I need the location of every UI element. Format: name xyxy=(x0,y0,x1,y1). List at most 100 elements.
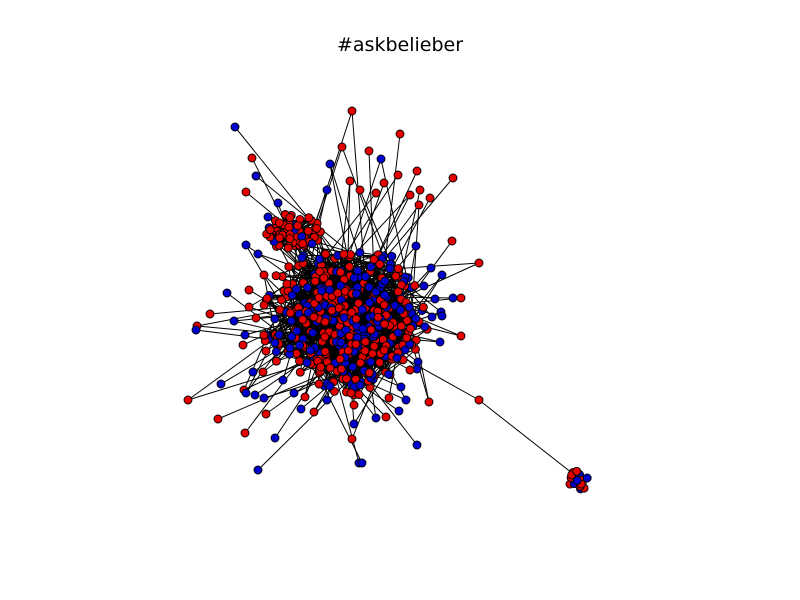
graph-node xyxy=(339,313,349,323)
graph-node xyxy=(412,440,422,450)
graph-node xyxy=(380,276,390,286)
graph-edge xyxy=(478,399,573,474)
graph-node xyxy=(424,397,434,407)
graph-node xyxy=(414,200,424,210)
graph-node xyxy=(397,280,406,290)
graph-edge xyxy=(243,318,276,391)
graph-node xyxy=(292,326,302,336)
graph-node xyxy=(368,349,377,359)
graph-node xyxy=(411,314,421,324)
graph-node xyxy=(314,379,324,389)
graph-node xyxy=(285,234,295,244)
graph-node xyxy=(376,154,386,164)
graph-node xyxy=(298,315,308,325)
graph-node xyxy=(474,258,484,268)
graph-node xyxy=(253,465,263,475)
graph-node xyxy=(364,146,374,156)
graph-node xyxy=(371,188,381,198)
graph-node xyxy=(325,285,335,295)
graph-node xyxy=(360,272,370,282)
graph-node xyxy=(385,264,395,274)
graph-node xyxy=(304,213,314,223)
graph-node xyxy=(284,222,294,232)
graph-node xyxy=(380,290,390,300)
graph-node xyxy=(240,330,250,340)
graph-node xyxy=(387,251,397,261)
graph-edge xyxy=(244,306,341,434)
graph-node xyxy=(287,332,297,342)
graph-node xyxy=(295,367,305,377)
graph-node xyxy=(384,393,394,403)
graph-node xyxy=(582,473,592,483)
graph-node xyxy=(354,390,364,400)
graph-node xyxy=(244,285,254,295)
graph-node xyxy=(240,428,250,438)
graph-node xyxy=(357,305,367,314)
graph-node xyxy=(366,325,376,335)
graph-node xyxy=(259,393,269,403)
graph-node xyxy=(271,356,281,366)
graph-node xyxy=(309,312,319,322)
graph-node xyxy=(425,193,435,203)
graph-node xyxy=(379,345,389,355)
graph-node xyxy=(261,409,271,419)
graph-node xyxy=(271,271,281,281)
graph-node xyxy=(309,407,319,417)
graph-node xyxy=(351,314,361,324)
graph-node xyxy=(352,289,361,299)
graph-node xyxy=(419,281,429,291)
graph-node xyxy=(325,381,335,391)
graph-node xyxy=(345,331,355,341)
graph-node xyxy=(259,300,269,310)
graph-node xyxy=(344,262,354,272)
graph-node xyxy=(357,458,367,468)
graph-node xyxy=(420,322,430,332)
graph-node xyxy=(415,185,425,195)
graph-node xyxy=(351,339,361,349)
graph-node xyxy=(300,392,310,402)
graph-node xyxy=(312,223,322,233)
graph-edge xyxy=(329,163,366,277)
graph-node xyxy=(456,331,466,341)
graph-node xyxy=(437,270,447,280)
graph-node xyxy=(241,388,251,398)
graph-node xyxy=(191,325,201,335)
graph-node xyxy=(216,379,226,389)
graph-node xyxy=(336,364,346,374)
graph-node xyxy=(395,129,405,139)
graph-node xyxy=(285,213,295,222)
graph-node xyxy=(333,288,343,298)
graph-node xyxy=(316,362,326,372)
graph-node xyxy=(364,282,374,292)
graph-node xyxy=(448,293,458,303)
graph-node xyxy=(261,346,271,356)
graph-node xyxy=(410,281,420,291)
graph-node xyxy=(183,395,193,405)
graph-node xyxy=(412,166,422,176)
graph-node xyxy=(364,298,374,308)
graph-node xyxy=(308,328,318,338)
graph-node xyxy=(241,187,251,197)
graph-node xyxy=(274,218,284,228)
graph-node xyxy=(247,153,257,163)
graph-node xyxy=(263,212,273,222)
graph-node xyxy=(284,262,294,272)
graph-node xyxy=(286,316,296,326)
graph-node xyxy=(349,400,359,410)
graph-node xyxy=(437,311,447,321)
graph-node xyxy=(285,343,295,353)
graph-node xyxy=(346,388,356,398)
graph-node xyxy=(283,243,293,253)
graph-node xyxy=(402,333,412,343)
graph-node xyxy=(391,271,401,281)
graph-node xyxy=(430,294,440,304)
graph-node xyxy=(404,302,414,312)
graph-node xyxy=(435,337,445,347)
graph-node xyxy=(411,241,421,251)
graph-node xyxy=(296,404,306,414)
node-layer xyxy=(183,106,592,494)
graph-node xyxy=(319,273,329,283)
graph-node xyxy=(275,233,285,243)
graph-node xyxy=(394,406,404,416)
graph-node xyxy=(572,466,582,476)
